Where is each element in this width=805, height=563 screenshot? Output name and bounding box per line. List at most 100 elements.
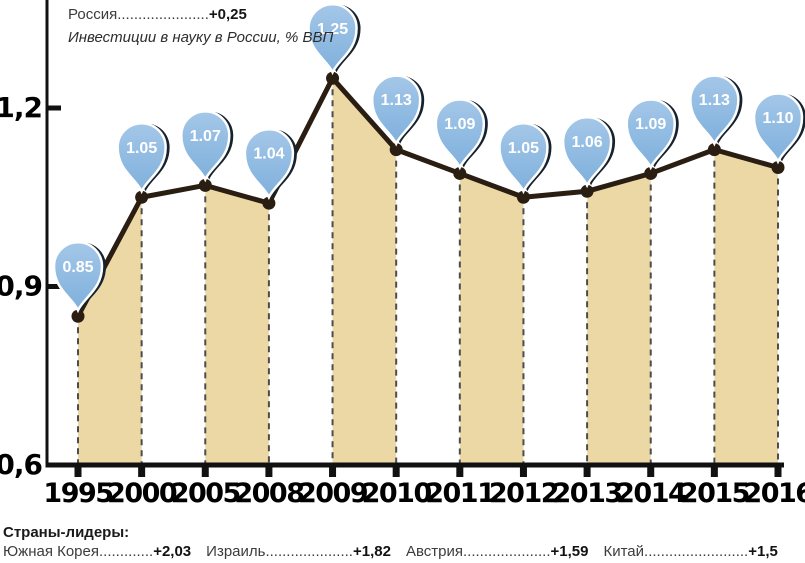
area-band — [332, 78, 397, 465]
pin-value-label: 1.05 — [508, 140, 539, 157]
x-axis-label: 2012 — [489, 478, 558, 509]
value-pin: 1.13 — [689, 74, 743, 147]
chart-legend: Россия......................+0,25 — [68, 6, 247, 23]
leader-name: Китай — [603, 543, 645, 560]
pin-body — [434, 98, 486, 171]
data-point — [580, 184, 594, 198]
x-tick — [519, 467, 527, 477]
x-axis-label: 2000 — [107, 478, 177, 509]
pin-value-label: 1.09 — [635, 116, 666, 133]
data-point — [771, 161, 785, 174]
pin-body — [180, 110, 231, 183]
area-band — [587, 173, 651, 465]
leader-value: +1,59 — [550, 543, 589, 560]
leader-dot-leader: ..................... — [265, 543, 353, 560]
data-point — [644, 166, 658, 180]
leader-item: Южная Корея.............+2,03 — [3, 543, 191, 560]
value-pin: 1.10 — [752, 92, 805, 165]
pin-body — [243, 128, 295, 201]
x-tick — [583, 467, 591, 477]
pin-body — [116, 122, 167, 195]
x-tick — [138, 467, 146, 477]
value-pin: 1.13 — [370, 74, 425, 147]
pin-value-label: 1.13 — [381, 92, 412, 109]
chart-subtitle: Инвестиции в науку в России, % ВВП — [68, 29, 334, 46]
leader-item: Австрия.....................+1,59 — [406, 543, 589, 560]
pin-body — [625, 98, 676, 171]
leaders-title: Страны-лидеры: — [3, 524, 130, 541]
leader-dot-leader: ............. — [99, 543, 154, 560]
x-tick — [456, 467, 464, 477]
value-pin: 1.07 — [180, 110, 234, 183]
pin-body — [752, 92, 804, 165]
x-tick — [74, 467, 82, 477]
pin-value-label: 1.04 — [253, 146, 284, 163]
x-axis-label: 2011 — [425, 478, 494, 509]
x-tick — [710, 467, 718, 477]
pin-value-label: 1.06 — [572, 134, 603, 151]
x-axis-label: 1995 — [43, 478, 112, 509]
x-tick — [392, 467, 400, 477]
leader-value: +1,5 — [748, 543, 778, 560]
pin-value-label: 1.07 — [190, 128, 221, 145]
legend-label: Россия — [68, 6, 118, 23]
pin-body — [689, 74, 740, 147]
value-pin: 1.25 — [307, 3, 361, 76]
leader-dot-leader: ..................... — [462, 543, 551, 560]
leader-name: Южная Корея — [3, 543, 99, 560]
x-axis-label: 2005 — [171, 478, 240, 509]
leader-name: Австрия — [405, 543, 463, 560]
pin-value-label: 1.13 — [699, 92, 730, 109]
data-point — [389, 143, 403, 157]
data-point — [707, 143, 721, 157]
x-tick — [329, 467, 337, 477]
value-pin: 1.05 — [116, 122, 170, 195]
x-axis-label: 2009 — [298, 478, 368, 509]
y-axis-label: 0,6 — [0, 448, 42, 481]
area-band — [714, 149, 778, 465]
leader-item: Израиль.....................+1,82 — [206, 543, 391, 560]
pin-body — [307, 3, 358, 76]
value-pin: 1.09 — [625, 98, 679, 171]
x-axis-label: 2010 — [362, 478, 432, 509]
value-pin: 0.85 — [52, 241, 106, 314]
leader-name: Израиль — [206, 543, 266, 560]
data-line — [75, 75, 779, 318]
leaders-list: Южная Корея.............+2,03 Израиль...… — [3, 543, 778, 560]
value-pin: 1.06 — [561, 116, 616, 189]
value-pin: 1.04 — [243, 128, 297, 201]
value-pin: 1.09 — [434, 98, 488, 171]
legend-dot-leader: ...................... — [117, 6, 209, 23]
x-tick — [774, 467, 782, 477]
x-tick — [647, 467, 655, 477]
pin-body — [498, 122, 549, 195]
area-band — [459, 173, 524, 465]
leader-value: +2,03 — [153, 543, 192, 560]
data-point — [453, 166, 467, 180]
leader-dot-leader: ......................... — [644, 543, 749, 560]
leader-value: +1,82 — [352, 543, 391, 560]
y-axis-label: 1,2 — [0, 91, 42, 124]
data-point — [198, 178, 212, 192]
data-point — [516, 190, 530, 204]
legend-value: +0,25 — [208, 6, 247, 23]
area-band — [205, 185, 269, 465]
area-band — [78, 197, 142, 465]
pin-value-label: 1.10 — [762, 110, 793, 127]
x-axis-label: 2014 — [616, 478, 686, 509]
pin-value-label: 1.09 — [444, 116, 475, 133]
data-point — [326, 71, 340, 85]
x-axis-label: 2013 — [553, 478, 622, 509]
pin-value-label: 0.85 — [62, 259, 93, 276]
x-tick — [265, 467, 273, 477]
pin-body — [561, 116, 613, 189]
x-tick — [201, 467, 209, 477]
pin-body — [52, 241, 104, 314]
value-pin: 1.05 — [498, 122, 552, 195]
data-point — [262, 196, 276, 210]
data-point — [135, 190, 149, 204]
pin-value-label: 1.05 — [126, 140, 157, 157]
pin-body — [370, 74, 422, 147]
x-axis-label: 2016 — [743, 478, 805, 509]
